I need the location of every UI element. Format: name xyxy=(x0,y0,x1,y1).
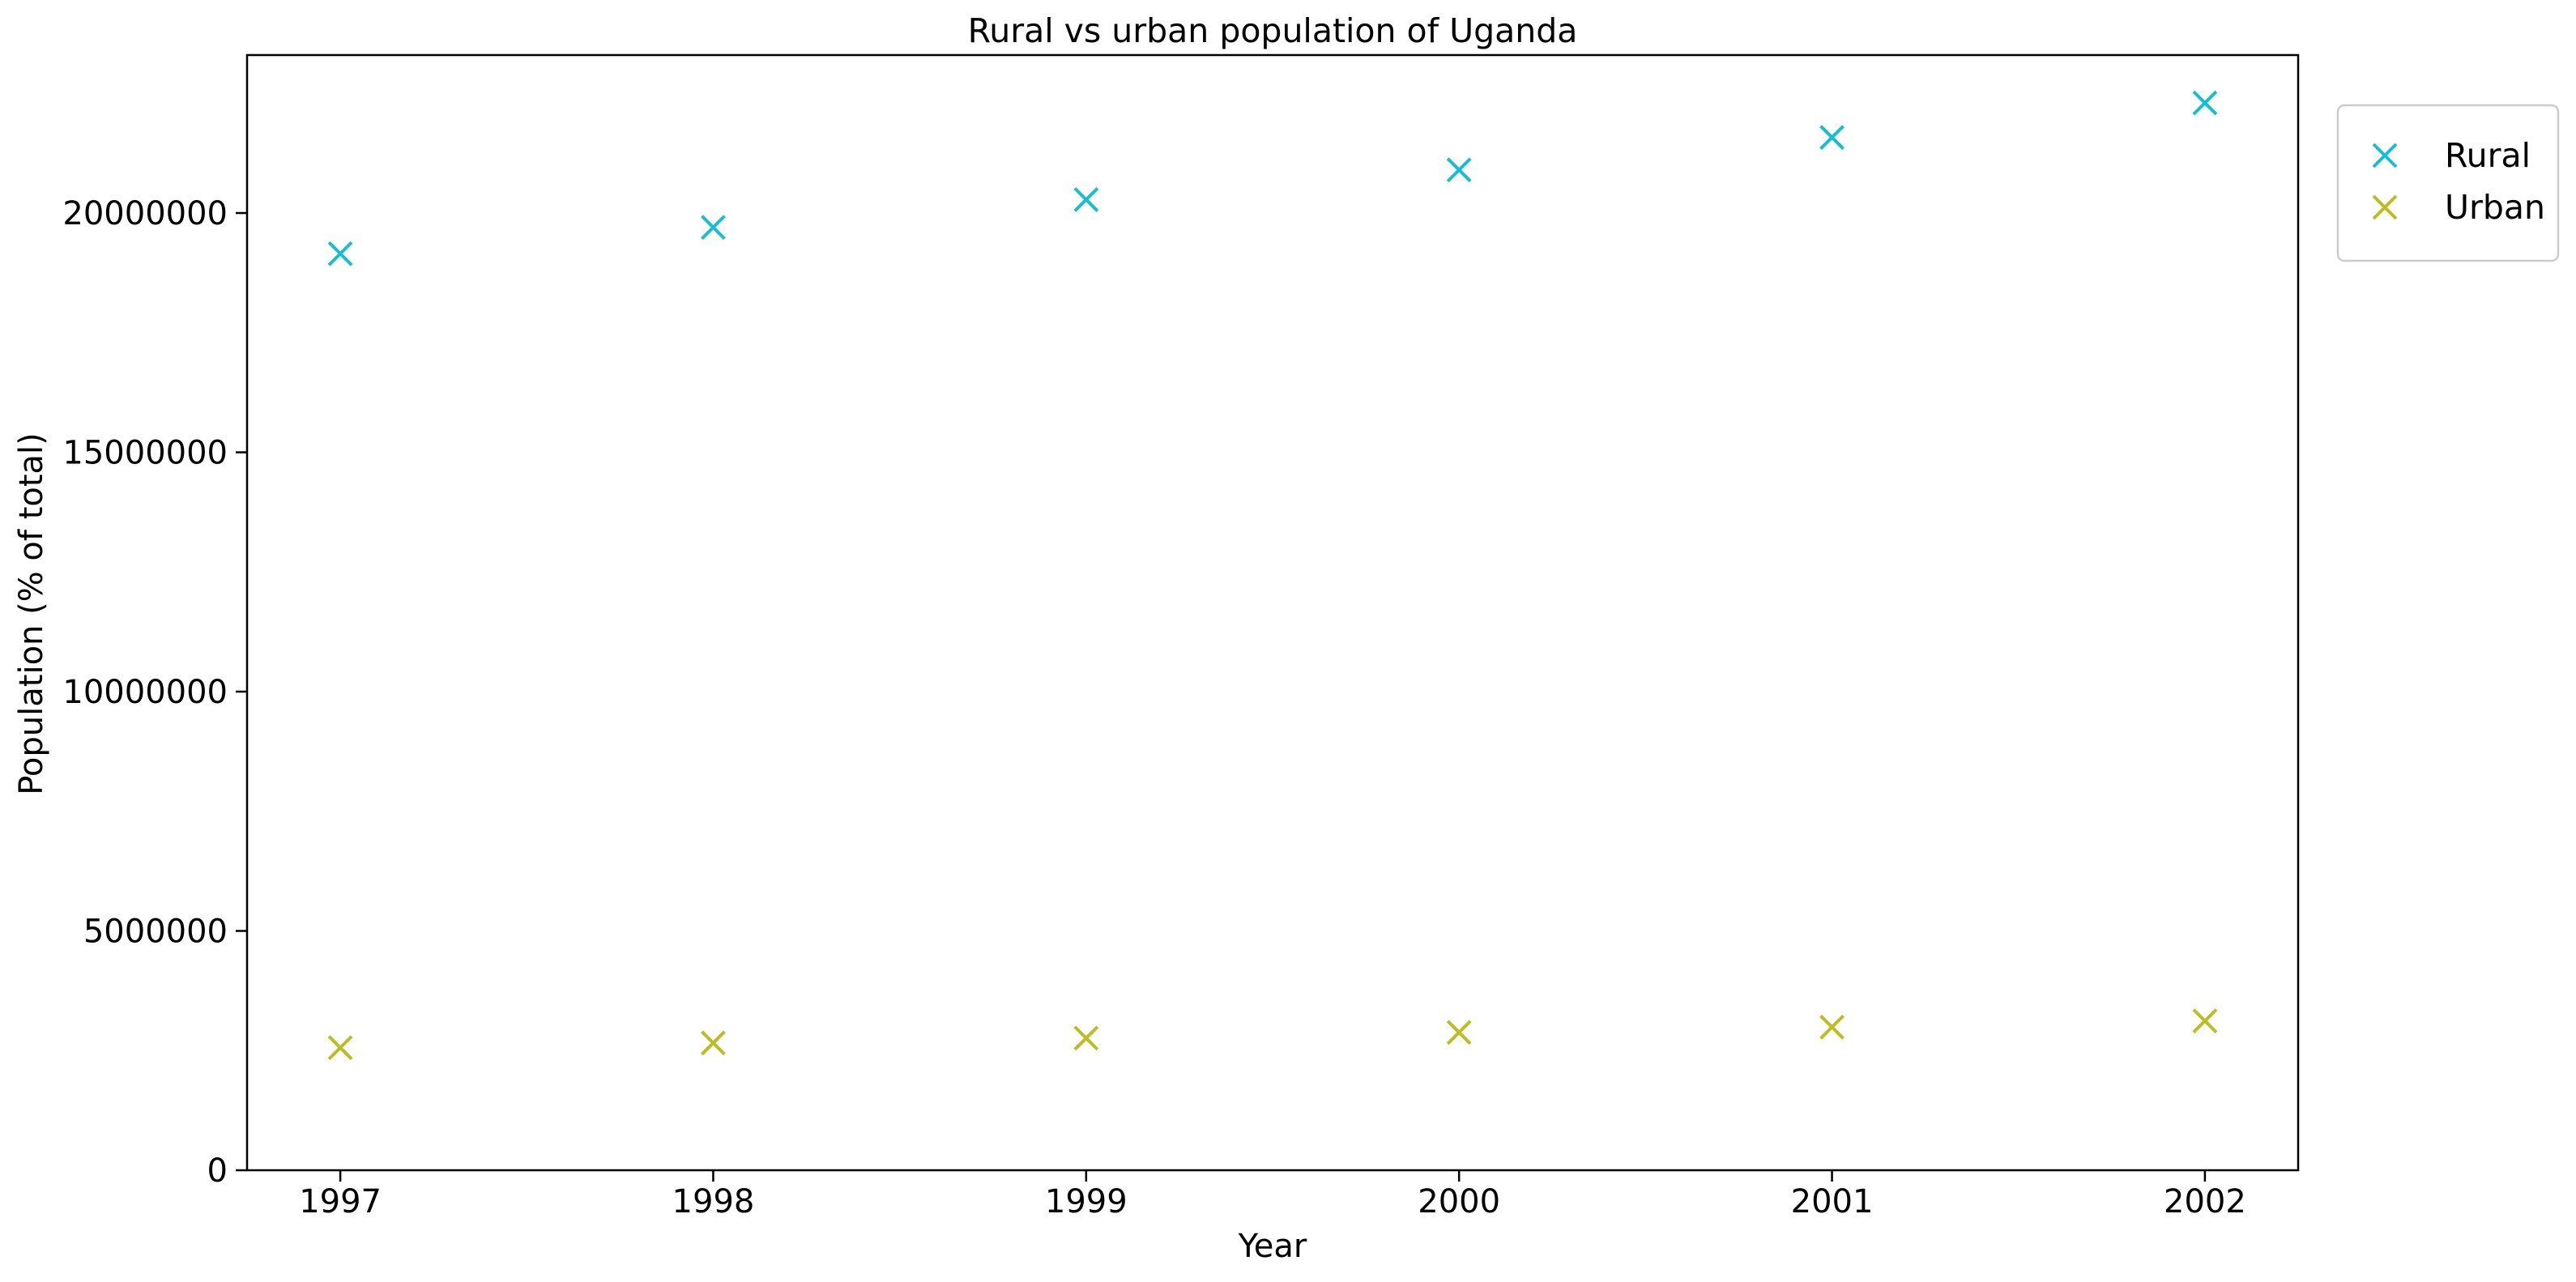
x-axis-label: Year xyxy=(1238,1228,1307,1265)
urban-data-point xyxy=(701,1030,726,1056)
plot-area: 1997 1998 1999 2000 2001 2002 0 5000000 10000000… xyxy=(62,53,2300,1220)
urban-data-point xyxy=(1446,1020,1472,1046)
y-tick-label: 5000000 xyxy=(83,914,228,951)
legend-marker-urban xyxy=(2372,194,2398,220)
urban-data-point-stroke xyxy=(1073,1025,1099,1051)
urban-data-point-stroke xyxy=(701,1030,726,1056)
urban-data-point xyxy=(2192,1008,2218,1034)
x-tick-label: 1999 xyxy=(1045,1183,1128,1220)
legend-label-urban: Urban xyxy=(2445,188,2545,227)
legend-marker-rural xyxy=(2372,143,2398,168)
urban-data-point-stroke xyxy=(327,1035,353,1061)
rural-data-point-stroke xyxy=(327,241,353,266)
rural-data-point xyxy=(1073,187,1099,212)
y-tick-label: 10000000 xyxy=(62,674,228,711)
x-tick-label: 1998 xyxy=(672,1183,755,1220)
rural-data-point xyxy=(1446,157,1472,183)
rural-data-point xyxy=(2192,90,2218,116)
chart-title: Rural vs urban population of Uganda xyxy=(968,11,1578,50)
rural-data-point-stroke xyxy=(1819,125,1845,151)
plot-frame xyxy=(245,53,2300,1172)
legend-marker-rural-stroke xyxy=(2372,143,2398,168)
y-axis-label: Population (% of total) xyxy=(13,432,50,795)
x-tick-label: 1997 xyxy=(299,1183,382,1220)
x-tick-label: 2002 xyxy=(2164,1183,2246,1220)
urban-data-point xyxy=(1819,1014,1845,1040)
legend-label-rural: Rural xyxy=(2445,136,2531,175)
rural-data-point xyxy=(701,215,726,241)
legend-marker-urban-stroke xyxy=(2372,194,2398,220)
urban-data-point xyxy=(1073,1025,1099,1051)
rural-data-point-stroke xyxy=(2192,90,2218,116)
legend-box xyxy=(2336,104,2560,262)
y-tick-label: 0 xyxy=(207,1152,228,1190)
legend: Rural Urban xyxy=(2336,104,2560,262)
x-tick-label: 2001 xyxy=(1791,1183,1874,1220)
urban-data-point-stroke xyxy=(1446,1020,1472,1046)
rural-data-point xyxy=(1819,125,1845,151)
rural-data-point-stroke xyxy=(1446,157,1472,183)
rural-data-point-stroke xyxy=(1073,187,1099,212)
urban-data-point-stroke xyxy=(2192,1008,2218,1034)
x-tick-label: 2000 xyxy=(1418,1183,1500,1220)
rural-data-point-stroke xyxy=(701,215,726,241)
urban-data-point-stroke xyxy=(1819,1014,1845,1040)
rural-data-point xyxy=(327,241,353,266)
y-tick-label: 20000000 xyxy=(62,195,228,232)
urban-data-point xyxy=(327,1035,353,1061)
y-tick-label: 15000000 xyxy=(62,435,228,472)
